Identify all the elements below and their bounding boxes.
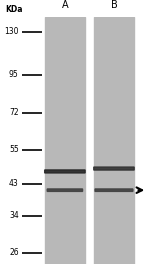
Text: 130: 130 [4, 27, 19, 36]
FancyBboxPatch shape [94, 167, 134, 170]
FancyBboxPatch shape [95, 189, 133, 191]
Text: 72: 72 [9, 108, 19, 117]
Text: B: B [111, 0, 117, 10]
Text: 26: 26 [9, 248, 19, 257]
Bar [45, 17, 85, 264]
FancyBboxPatch shape [47, 189, 82, 191]
Text: 34: 34 [9, 211, 19, 220]
Text: 95: 95 [9, 70, 19, 80]
FancyBboxPatch shape [45, 170, 85, 173]
Text: KDa: KDa [6, 5, 23, 14]
Bar [94, 17, 134, 264]
Text: 43: 43 [9, 179, 19, 188]
Text: 55: 55 [9, 145, 19, 154]
Text: A: A [62, 0, 68, 10]
